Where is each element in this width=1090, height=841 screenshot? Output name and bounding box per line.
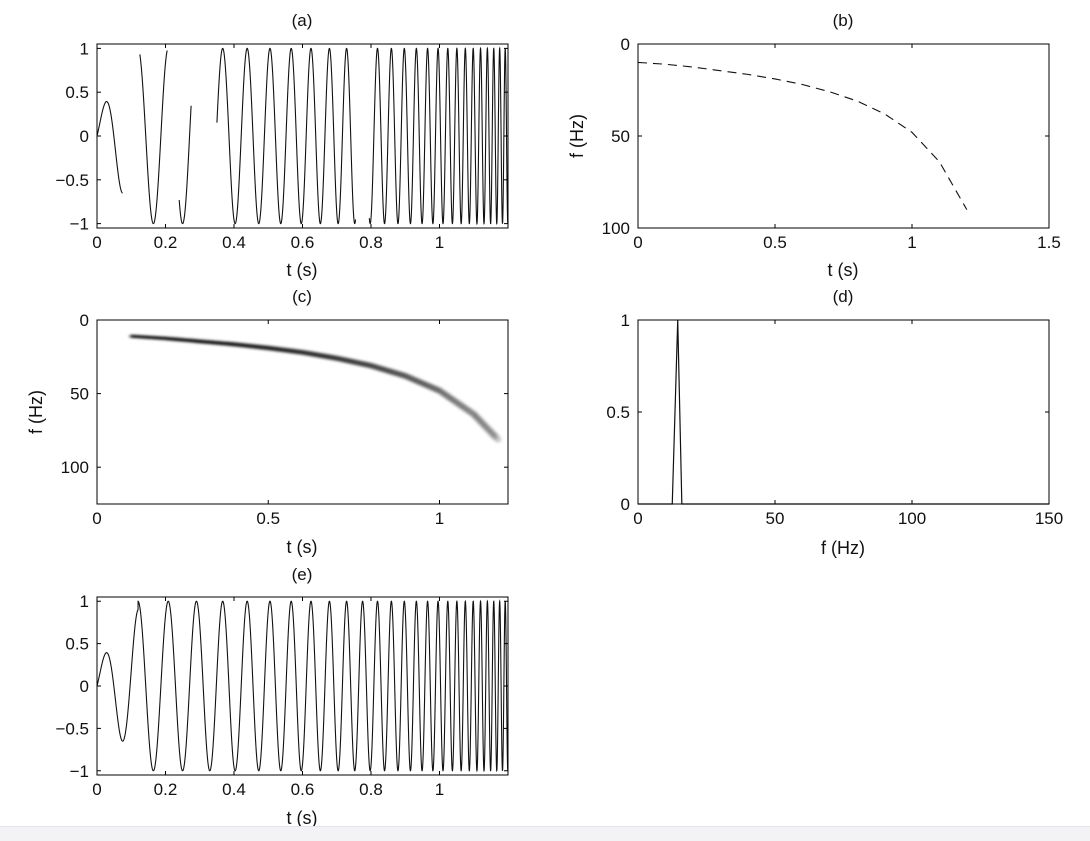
panel-d-title: (d) — [833, 287, 854, 306]
panel-b-frame — [638, 44, 1049, 228]
x-tick-label: 0 — [633, 233, 642, 252]
x-tick-label: 0 — [92, 233, 101, 252]
signal-line — [97, 102, 123, 193]
x-tick-label: 150 — [1035, 509, 1063, 528]
y-tick-label: 0 — [621, 495, 630, 514]
y-tick-label: −1 — [70, 215, 89, 234]
bottom-strip — [0, 826, 1090, 841]
y-tick-label: 0 — [80, 311, 89, 330]
x-tick-label: 1 — [907, 233, 916, 252]
x-tick-label: 0 — [92, 509, 101, 528]
panel-c-series — [131, 336, 497, 439]
ridge-group — [131, 336, 497, 439]
panel-e-xlabel: t (s) — [287, 808, 318, 826]
y-tick-label: 0 — [80, 127, 89, 146]
panel-d-frame — [638, 320, 1049, 504]
panel-e: (e) 0 0.2 0.4 0.6 0.8 1 1 0.5 0 −0.5 −1 t (s) — [55, 565, 508, 826]
panel-a-xlabel: t (s) — [287, 260, 318, 280]
x-tick-label: 1 — [435, 780, 444, 799]
x-tick-label: 0.4 — [222, 780, 246, 799]
x-tick-label: 50 — [766, 509, 785, 528]
y-tick-label: 50 — [70, 385, 89, 404]
y-tick-label: 50 — [611, 127, 630, 146]
x-tick-label: 0.4 — [222, 233, 246, 252]
y-tick-label: −0.5 — [55, 719, 89, 738]
signal-line — [179, 106, 191, 224]
y-tick-label: −0.5 — [55, 171, 89, 190]
ridge-segment — [495, 436, 498, 439]
y-tick-label: 0 — [80, 677, 89, 696]
panel-e-series — [97, 601, 508, 771]
x-tick-label: 100 — [898, 509, 926, 528]
panel-d-series — [638, 320, 1049, 504]
y-tick-label: −1 — [70, 762, 89, 781]
frequency-line — [638, 62, 967, 209]
x-tick-label: 0.8 — [359, 233, 383, 252]
y-tick-label: 100 — [61, 458, 89, 477]
x-tick-label: 0.5 — [256, 509, 280, 528]
x-tick-label: 0.8 — [359, 780, 383, 799]
x-tick-label: 0.6 — [291, 233, 315, 252]
panel-b-xlabel: t (s) — [828, 260, 859, 280]
panel-d-xlabel: f (Hz) — [821, 538, 865, 558]
signal-line — [140, 51, 167, 224]
y-tick-label: 100 — [602, 219, 630, 238]
panel-c-frame — [97, 320, 508, 504]
panel-a: (a) 0 0.2 0.4 0.6 0.8 1 1 0.5 0 −0.5 −1 t (s) — [55, 11, 508, 280]
x-tick-label: 1 — [435, 509, 444, 528]
panel-d: (d) 0 50 100 150 1 0.5 0 f (Hz) — [606, 287, 1063, 558]
y-tick-label: 0 — [621, 35, 630, 54]
x-tick-label: 0 — [92, 780, 101, 799]
panel-c-ylabel: f (Hz) — [26, 390, 46, 434]
x-tick-label: 0.5 — [763, 233, 787, 252]
y-tick-label: 0.5 — [606, 403, 630, 422]
panel-b-series — [638, 62, 967, 209]
y-tick-label: 0.5 — [65, 83, 89, 102]
signal-line — [217, 48, 356, 223]
signal-line — [369, 48, 508, 223]
panel-a-title: (a) — [292, 11, 313, 30]
panel-e-title: (e) — [292, 565, 313, 584]
y-tick-label: 0.5 — [65, 635, 89, 654]
x-tick-label: 0.6 — [291, 780, 315, 799]
panel-a-series — [97, 48, 508, 223]
panel-b-ylabel: f (Hz) — [567, 114, 587, 158]
panel-c-title: (c) — [292, 287, 312, 306]
x-tick-label: 0 — [633, 509, 642, 528]
y-tick-label: 1 — [80, 39, 89, 58]
panel-c-ticks: 0 0.5 1 0 50 100 — [61, 311, 508, 528]
panel-b-title: (b) — [833, 11, 854, 30]
x-tick-label: 1.5 — [1037, 233, 1061, 252]
panel-c-xlabel: t (s) — [287, 537, 318, 557]
spectrum-line — [638, 320, 1049, 504]
x-tick-label: 0.2 — [154, 780, 178, 799]
panel-b: (b) 0 0.5 1 1.5 0 50 100 t (s) f (Hz) — [567, 11, 1061, 280]
panel-c: (c) 0 0.5 1 0 50 100 t (s) f (Hz) — [26, 287, 508, 557]
y-tick-label: 1 — [621, 311, 630, 330]
x-tick-label: 1 — [435, 233, 444, 252]
x-tick-label: 0.2 — [154, 233, 178, 252]
y-tick-label: 1 — [80, 592, 89, 611]
signal-line — [97, 601, 508, 771]
panel-b-ticks: 0 0.5 1 1.5 0 50 100 — [602, 35, 1061, 252]
